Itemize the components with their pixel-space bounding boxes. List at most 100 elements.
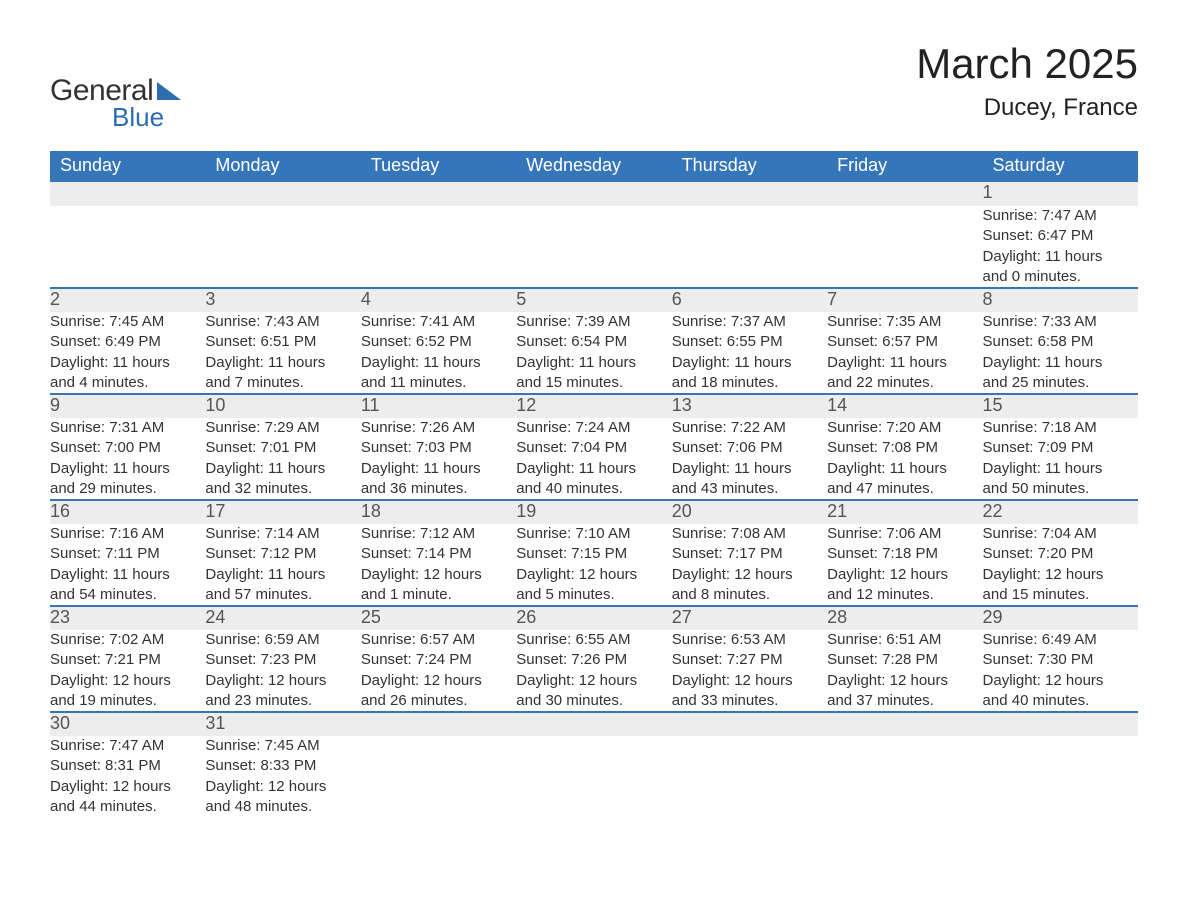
- sunset-text: Sunset: 6:57 PM: [827, 332, 982, 352]
- daylight2-text: and 47 minutes.: [827, 479, 982, 499]
- day-number-cell: 26: [516, 606, 671, 630]
- daylight2-text: and 44 minutes.: [50, 797, 205, 817]
- daylight1-text: Daylight: 12 hours: [672, 671, 827, 691]
- day-number-cell: 22: [983, 500, 1138, 524]
- location-label: Ducey, France: [916, 94, 1138, 122]
- day-number-cell: 2: [50, 288, 205, 312]
- weekday-header: Saturday: [983, 151, 1138, 182]
- sunset-text: Sunset: 6:49 PM: [50, 332, 205, 352]
- day-number: 9: [50, 395, 60, 415]
- day-number: 25: [361, 607, 381, 627]
- day-number: 26: [516, 607, 536, 627]
- weekday-header: Friday: [827, 151, 982, 182]
- day-data-cell: Sunrise: 7:35 AMSunset: 6:57 PMDaylight:…: [827, 312, 982, 394]
- daylight2-text: and 5 minutes.: [516, 585, 671, 605]
- weekday-header: Wednesday: [516, 151, 671, 182]
- day-data-cell: Sunrise: 6:55 AMSunset: 7:26 PMDaylight:…: [516, 630, 671, 712]
- sunset-text: Sunset: 7:01 PM: [205, 438, 360, 458]
- day-number-cell: 6: [672, 288, 827, 312]
- brand-triangle-icon: [157, 82, 181, 100]
- daylight2-text: and 40 minutes.: [983, 691, 1138, 711]
- daylight2-text: and 8 minutes.: [672, 585, 827, 605]
- day-number-cell: 11: [361, 394, 516, 418]
- daylight2-text: and 33 minutes.: [672, 691, 827, 711]
- sunset-text: Sunset: 7:12 PM: [205, 544, 360, 564]
- day-number: 10: [205, 395, 225, 415]
- daylight2-text: and 18 minutes.: [672, 373, 827, 393]
- daylight2-text: and 15 minutes.: [983, 585, 1138, 605]
- sunrise-text: Sunrise: 6:53 AM: [672, 630, 827, 650]
- daylight1-text: Daylight: 12 hours: [50, 777, 205, 797]
- sunrise-text: Sunrise: 7:45 AM: [205, 736, 360, 756]
- sunrise-text: Sunrise: 7:24 AM: [516, 418, 671, 438]
- daylight1-text: Daylight: 11 hours: [361, 353, 516, 373]
- daylight1-text: Daylight: 11 hours: [205, 565, 360, 585]
- sunrise-text: Sunrise: 6:55 AM: [516, 630, 671, 650]
- day-number-cell: [672, 712, 827, 736]
- day-number: 22: [983, 501, 1003, 521]
- day-number: 19: [516, 501, 536, 521]
- day-number: 20: [672, 501, 692, 521]
- daylight1-text: Daylight: 11 hours: [983, 353, 1138, 373]
- page-title: March 2025: [916, 40, 1138, 88]
- daylight1-text: Daylight: 11 hours: [50, 459, 205, 479]
- daylight2-text: and 25 minutes.: [983, 373, 1138, 393]
- sunrise-text: Sunrise: 7:22 AM: [672, 418, 827, 438]
- sunset-text: Sunset: 7:03 PM: [361, 438, 516, 458]
- sunrise-text: Sunrise: 7:04 AM: [983, 524, 1138, 544]
- sunset-text: Sunset: 7:04 PM: [516, 438, 671, 458]
- day-data-cell: Sunrise: 6:59 AMSunset: 7:23 PMDaylight:…: [205, 630, 360, 712]
- sunrise-text: Sunrise: 7:16 AM: [50, 524, 205, 544]
- day-data-cell: Sunrise: 6:49 AMSunset: 7:30 PMDaylight:…: [983, 630, 1138, 712]
- day-number-cell: [827, 182, 982, 206]
- daylight2-text: and 48 minutes.: [205, 797, 360, 817]
- day-number: 17: [205, 501, 225, 521]
- weekday-header: Sunday: [50, 151, 205, 182]
- daynum-row: 16171819202122: [50, 500, 1138, 524]
- day-number-cell: [205, 182, 360, 206]
- day-number: 1: [983, 182, 993, 202]
- day-number-cell: 28: [827, 606, 982, 630]
- sunset-text: Sunset: 7:28 PM: [827, 650, 982, 670]
- daydata-row: Sunrise: 7:47 AMSunset: 6:47 PMDaylight:…: [50, 206, 1138, 288]
- sunset-text: Sunset: 7:14 PM: [361, 544, 516, 564]
- sunset-text: Sunset: 7:30 PM: [983, 650, 1138, 670]
- day-number-cell: 25: [361, 606, 516, 630]
- daylight1-text: Daylight: 11 hours: [516, 353, 671, 373]
- daylight2-text: and 36 minutes.: [361, 479, 516, 499]
- day-data-cell: Sunrise: 7:22 AMSunset: 7:06 PMDaylight:…: [672, 418, 827, 500]
- day-number-cell: [361, 712, 516, 736]
- daylight1-text: Daylight: 12 hours: [205, 671, 360, 691]
- day-number-cell: 12: [516, 394, 671, 418]
- sunrise-text: Sunrise: 6:57 AM: [361, 630, 516, 650]
- day-data-cell: [983, 736, 1138, 817]
- daydata-row: Sunrise: 7:45 AMSunset: 6:49 PMDaylight:…: [50, 312, 1138, 394]
- daylight1-text: Daylight: 11 hours: [672, 459, 827, 479]
- daylight2-text: and 23 minutes.: [205, 691, 360, 711]
- day-number: 4: [361, 289, 371, 309]
- sunset-text: Sunset: 7:08 PM: [827, 438, 982, 458]
- brand-word2: Blue: [112, 102, 181, 133]
- day-number-cell: 8: [983, 288, 1138, 312]
- sunrise-text: Sunrise: 7:35 AM: [827, 312, 982, 332]
- daylight2-text: and 7 minutes.: [205, 373, 360, 393]
- day-number-cell: 23: [50, 606, 205, 630]
- day-data-cell: Sunrise: 7:33 AMSunset: 6:58 PMDaylight:…: [983, 312, 1138, 394]
- day-number-cell: 30: [50, 712, 205, 736]
- day-number: 24: [205, 607, 225, 627]
- sunset-text: Sunset: 7:24 PM: [361, 650, 516, 670]
- daydata-row: Sunrise: 7:31 AMSunset: 7:00 PMDaylight:…: [50, 418, 1138, 500]
- day-number-cell: 1: [983, 182, 1138, 206]
- daylight2-text: and 4 minutes.: [50, 373, 205, 393]
- daylight2-text: and 11 minutes.: [361, 373, 516, 393]
- daydata-row: Sunrise: 7:16 AMSunset: 7:11 PMDaylight:…: [50, 524, 1138, 606]
- day-number: 8: [983, 289, 993, 309]
- day-data-cell: [205, 206, 360, 288]
- daylight2-text: and 0 minutes.: [983, 267, 1138, 287]
- daylight1-text: Daylight: 11 hours: [205, 353, 360, 373]
- day-number-cell: [827, 712, 982, 736]
- weekday-header: Monday: [205, 151, 360, 182]
- sunset-text: Sunset: 6:52 PM: [361, 332, 516, 352]
- day-number-cell: 20: [672, 500, 827, 524]
- sunrise-text: Sunrise: 6:51 AM: [827, 630, 982, 650]
